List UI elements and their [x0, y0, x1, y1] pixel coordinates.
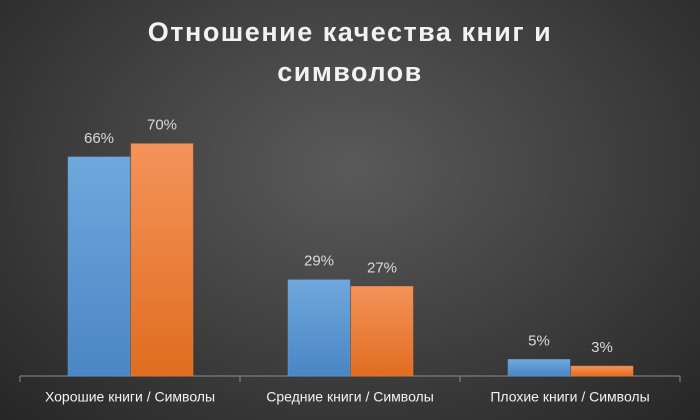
- bar: [507, 359, 571, 377]
- bar: [130, 143, 194, 377]
- data-label: 27%: [367, 259, 397, 276]
- x-tick-label: Хорошие книги / Символы: [45, 389, 215, 405]
- x-tick-label: Плохие книги / Символы: [490, 389, 649, 405]
- data-label: 3%: [591, 339, 613, 356]
- bar: [287, 279, 351, 377]
- data-label: 66%: [84, 130, 114, 147]
- data-label: 70%: [147, 117, 177, 134]
- data-label: 29%: [304, 253, 334, 270]
- data-label: 5%: [528, 332, 550, 349]
- bar: [570, 365, 634, 377]
- bar: [350, 286, 414, 377]
- x-tick-label: Средние книги / Символы: [266, 389, 434, 405]
- bar: [67, 156, 131, 377]
- chart-title: Отношение качества книг и символов: [147, 17, 553, 87]
